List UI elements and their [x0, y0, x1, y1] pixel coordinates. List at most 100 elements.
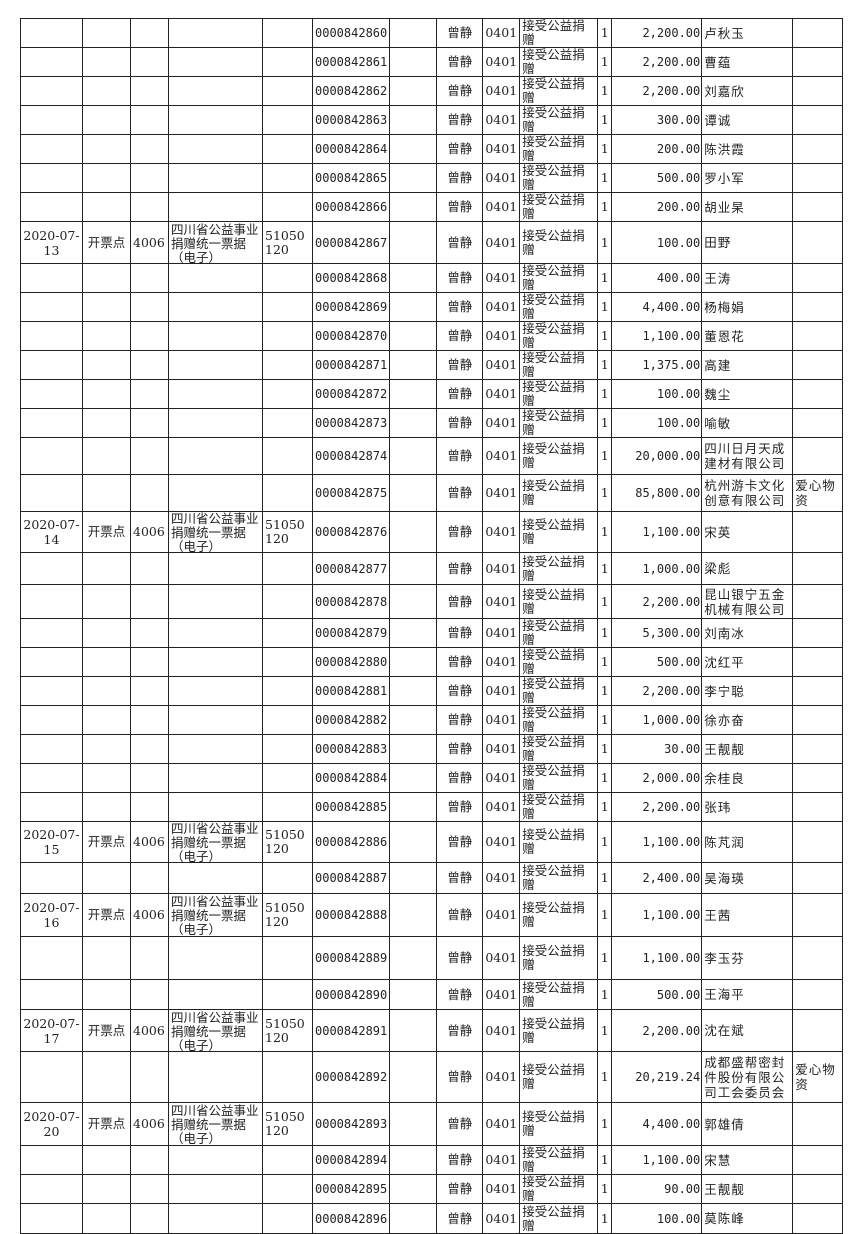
- table-row: 0000842884 曾静 0401 接受公益捐赠 1 2,000.00 余桂良: [20, 763, 844, 793]
- dept-code-text: 0401: [485, 1210, 518, 1226]
- amount-cell: 1,100.00: [611, 821, 703, 863]
- quantity-cell: 1: [597, 221, 613, 264]
- donor-cell: 李宁聪: [701, 676, 794, 706]
- donor-cell: 罗小军: [701, 163, 794, 193]
- item-text: 接受公益捐赠: [522, 943, 585, 972]
- donor-cell: 吴海瑛: [701, 862, 794, 894]
- date-cell: [20, 1203, 83, 1234]
- note-cell: [792, 734, 844, 764]
- amount-text: 2,400.00: [642, 871, 701, 885]
- handler-cell: 曾静: [436, 105, 484, 135]
- handler-text: 曾静: [447, 299, 473, 314]
- donor-cell: 董恩花: [701, 321, 794, 351]
- quantity-cell: 1: [597, 263, 613, 293]
- donation-receipt-table: 0000842860 曾静 0401 接受公益捐赠 1 2,200.00 卢秋玉 000084…: [20, 18, 844, 1234]
- dept-code-cell: 0401: [482, 936, 521, 980]
- item-text: 接受公益捐赠: [522, 192, 585, 221]
- invoice-point-cell: [82, 1145, 131, 1175]
- amount-cell: 2,400.00: [611, 862, 703, 894]
- dept-code-text: 0401: [485, 524, 518, 539]
- table-row: 0000842870 曾静 0401 接受公益捐赠 1 1,100.00 董恩花: [20, 321, 844, 351]
- item-text: 接受公益捐赠: [522, 1174, 585, 1203]
- dept-code-text: 0401: [485, 1152, 518, 1167]
- donor-cell: 喻敏: [701, 408, 794, 438]
- quantity-cell: 1: [597, 821, 613, 863]
- point-code-cell: [130, 192, 169, 222]
- receipt-number-cell: 0000842896: [311, 1203, 391, 1234]
- bill-name-cell: [168, 76, 263, 106]
- handler-cell: 曾静: [436, 763, 484, 793]
- quantity-cell: 1: [597, 76, 613, 106]
- donor-text: 陈芃润: [704, 834, 745, 850]
- donor-text: 郭雄倩: [704, 1116, 745, 1132]
- table-row: 0000842889 曾静 0401 接受公益捐赠 1 1,100.00 李玉芬: [20, 936, 844, 980]
- dept-code-cell: 0401: [482, 979, 521, 1010]
- donor-text: 刘嘉欣: [704, 83, 745, 99]
- amount-cell: 100.00: [611, 379, 703, 409]
- blank-cell: [389, 192, 438, 222]
- handler-cell: 曾静: [436, 1203, 484, 1234]
- amount-cell: 100.00: [611, 408, 703, 438]
- handler-cell: 曾静: [436, 263, 484, 293]
- date-cell: [20, 321, 83, 351]
- amount-text: 1,100.00: [642, 525, 701, 539]
- dept-code-cell: 0401: [482, 618, 521, 648]
- note-cell: [792, 705, 844, 735]
- quantity-cell: 1: [597, 163, 613, 193]
- dept-code-text: 0401: [485, 986, 518, 1002]
- receipt-number-text: 0000842875: [315, 486, 388, 500]
- date-text: 2020-07-16: [23, 900, 80, 930]
- date-cell: [20, 584, 83, 619]
- donor-text: 王靓靓: [704, 741, 745, 757]
- note-cell: [792, 979, 844, 1010]
- bill-code-cell: [262, 792, 313, 822]
- bill-name-cell: [168, 734, 263, 764]
- receipt-number-cell: 0000842887: [311, 862, 391, 894]
- item-text: 接受公益捐赠: [522, 553, 585, 583]
- item-cell: 接受公益捐赠: [519, 321, 599, 351]
- date-cell: [20, 350, 83, 380]
- invoice-point-cell: 开票点: [82, 893, 131, 937]
- dept-code-text: 0401: [485, 141, 518, 156]
- point-code-cell: [130, 379, 169, 409]
- table-row: 0000842894 曾静 0401 接受公益捐赠 1 1,100.00 宋慧: [20, 1145, 844, 1175]
- receipt-number-cell: 0000842862: [311, 76, 391, 106]
- date-cell: [20, 47, 83, 77]
- blank-cell: [389, 134, 438, 164]
- date-cell: [20, 263, 83, 293]
- handler-cell: 曾静: [436, 862, 484, 894]
- receipt-number-text: 0000842862: [315, 84, 388, 98]
- donor-cell: 刘嘉欣: [701, 76, 794, 106]
- bill-name-cell: [168, 936, 263, 980]
- handler-text: 曾静: [447, 170, 473, 185]
- amount-cell: 4,400.00: [611, 1102, 703, 1146]
- receipt-number-text: 0000842890: [315, 987, 388, 1002]
- quantity-text: 1: [600, 524, 609, 539]
- item-text: 接受公益捐赠: [522, 263, 585, 292]
- donor-text: 曹蕴: [704, 54, 732, 70]
- bill-name-cell: 四川省公益事业捐赠统一票据（电子）: [168, 1102, 263, 1146]
- donor-text: 王茜: [704, 907, 732, 923]
- bill-name-cell: 四川省公益事业捐赠统一票据（电子）: [168, 821, 263, 863]
- donor-text: 喻敏: [704, 415, 732, 431]
- item-text: 接受公益捐赠: [522, 1015, 585, 1045]
- bill-code-cell: [262, 321, 313, 351]
- quantity-text: 1: [600, 560, 609, 576]
- note-cell: 爱心物资: [792, 1051, 844, 1103]
- blank-cell: [389, 18, 438, 48]
- handler-cell: 曾静: [436, 821, 484, 863]
- handler-text: 曾静: [447, 1181, 473, 1196]
- handler-text: 曾静: [447, 870, 473, 885]
- handler-cell: 曾静: [436, 474, 484, 512]
- quantity-text: 1: [600, 54, 609, 69]
- handler-text: 曾静: [447, 83, 473, 98]
- note-cell: [792, 321, 844, 351]
- blank-cell: [389, 552, 438, 585]
- handler-text: 曾静: [447, 54, 473, 69]
- handler-text: 曾静: [447, 1022, 473, 1038]
- point-code-cell: [130, 321, 169, 351]
- bill-code-cell: 51050120: [262, 1102, 313, 1146]
- invoice-point-cell: [82, 18, 131, 48]
- bill-code-cell: [262, 618, 313, 648]
- invoice-point-cell: [82, 584, 131, 619]
